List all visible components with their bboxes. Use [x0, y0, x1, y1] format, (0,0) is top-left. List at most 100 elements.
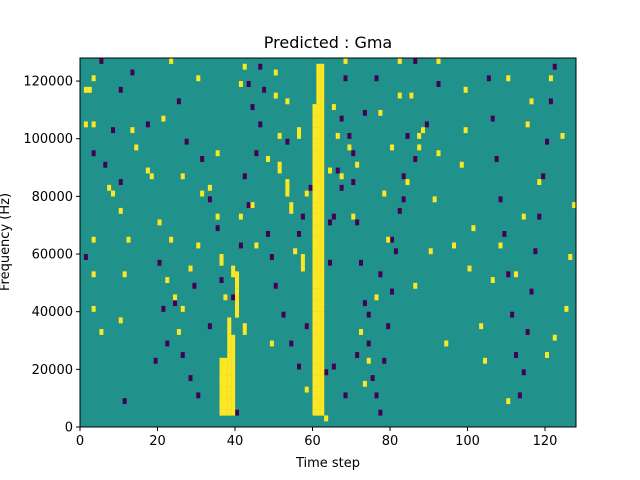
heatmap-cell-high	[188, 265, 193, 272]
heatmap-cell-high	[196, 242, 201, 249]
heatmap-cell-high	[525, 121, 530, 128]
heatmap-cell-low	[366, 311, 371, 318]
heatmap-cell-low	[153, 357, 158, 364]
heatmap-cell-low	[118, 86, 123, 93]
heatmap-cell-high	[227, 403, 232, 410]
heatmap-cell-low	[328, 259, 333, 266]
heatmap-cell-high	[463, 127, 468, 134]
heatmap-cell-high	[320, 380, 325, 387]
heatmap-cell-high	[180, 173, 185, 180]
heatmap-cell-high	[312, 334, 317, 341]
heatmap-cell-high	[169, 58, 174, 64]
heatmap-cell-low	[266, 230, 271, 237]
heatmap-cell-low	[219, 277, 224, 284]
heatmap-cell-high	[235, 288, 240, 295]
heatmap-cell-high	[227, 346, 232, 353]
heatmap-cell-high	[316, 81, 321, 87]
heatmap-cell-high	[289, 202, 294, 209]
heatmap-cell-low	[351, 179, 356, 185]
heatmap-cell-high	[312, 305, 317, 312]
heatmap-cell-high	[316, 242, 321, 249]
heatmap-cell-high	[498, 242, 503, 249]
heatmap-cell-high	[320, 403, 325, 410]
heatmap-cell-high	[320, 207, 325, 214]
heatmap-cell-high	[320, 357, 325, 364]
heatmap-cell-high	[459, 161, 464, 168]
heatmap-cell-high	[312, 340, 317, 347]
heatmap-cell-high	[91, 236, 96, 243]
heatmap-cell-high	[223, 369, 228, 376]
heatmap-cell-high	[227, 375, 232, 382]
heatmap-cell-high	[231, 392, 236, 399]
heatmap-cell-low	[157, 259, 162, 266]
heatmap-cell-low	[382, 357, 387, 364]
heatmap-cell-high	[463, 86, 468, 93]
heatmap-cell-high	[378, 109, 383, 116]
heatmap-cell-high	[316, 380, 321, 387]
heatmap-cell-high	[312, 230, 317, 237]
x-tick-label: 20	[149, 434, 166, 449]
heatmap-cell-low	[130, 69, 135, 76]
heatmap-cell-high	[320, 86, 325, 93]
heatmap-cell-low	[378, 409, 383, 416]
heatmap-cell-high	[297, 127, 302, 134]
heatmap-cell-high	[320, 242, 325, 249]
heatmap-cell-low	[331, 363, 336, 370]
heatmap-cell-low	[521, 369, 526, 376]
heatmap-cell-high	[320, 363, 325, 370]
heatmap-cell-high	[99, 328, 104, 335]
heatmap-cell-high	[223, 294, 228, 301]
x-tick-label: 100	[455, 434, 480, 449]
heatmap-cell-high	[91, 75, 96, 82]
heatmap-cell-high	[235, 271, 240, 278]
heatmap-cell-high	[312, 196, 317, 203]
heatmap-cell-high	[316, 363, 321, 370]
heatmap-cell-low	[184, 138, 189, 145]
heatmap-cell-high	[572, 202, 577, 209]
heatmap-cell-high	[316, 202, 321, 209]
heatmap-cell-high	[157, 219, 162, 226]
heatmap-cell-high	[386, 236, 391, 243]
heatmap-cell-high	[312, 323, 317, 330]
heatmap-cell-high	[219, 380, 224, 387]
heatmap-cell-high	[285, 98, 290, 105]
heatmap-cell-high	[316, 288, 321, 295]
heatmap-cell-high	[316, 369, 321, 376]
heatmap-cell-high	[428, 248, 433, 255]
heatmap-cell-low	[285, 138, 290, 145]
heatmap-cell-low	[176, 98, 181, 105]
heatmap-cell-high	[312, 380, 317, 387]
heatmap-cell-low	[490, 115, 495, 122]
heatmap-cell-low	[533, 248, 538, 255]
heatmap-cell-high	[316, 132, 321, 139]
x-tick-label: 120	[533, 434, 558, 449]
heatmap-cell-high	[316, 317, 321, 324]
heatmap-cell-high	[277, 132, 282, 139]
heatmap-cell-high	[320, 409, 325, 416]
heatmap-cell-high	[312, 173, 317, 180]
heatmap-cell-high	[300, 265, 305, 272]
heatmap-cell-low	[510, 311, 515, 318]
heatmap-cell-high	[316, 328, 321, 335]
heatmap-cell-high	[471, 225, 476, 232]
heatmap-cell-low	[366, 340, 371, 347]
heatmap-cell-high	[300, 254, 305, 260]
heatmap-cell-high	[219, 369, 224, 376]
heatmap-cell-low	[362, 109, 367, 116]
heatmap-cell-high	[297, 132, 302, 139]
heatmap-cell-high	[316, 75, 321, 82]
heatmap-cell-high	[242, 328, 247, 335]
heatmap-cell-high	[219, 398, 224, 405]
heatmap-cell-high	[320, 277, 325, 284]
heatmap-cell-high	[312, 277, 317, 284]
heatmap-cell-high	[312, 363, 317, 370]
heatmap-cell-high	[231, 409, 236, 416]
heatmap-cell-high	[355, 161, 360, 168]
heatmap-cell-high	[149, 173, 154, 180]
heatmap-cell-high	[312, 282, 317, 289]
heatmap-cell-high	[231, 340, 236, 347]
heatmap-cell-low	[273, 282, 278, 289]
heatmap-cell-high	[266, 156, 271, 162]
heatmap-cell-low	[390, 288, 395, 295]
heatmap-cell-high	[444, 340, 449, 347]
